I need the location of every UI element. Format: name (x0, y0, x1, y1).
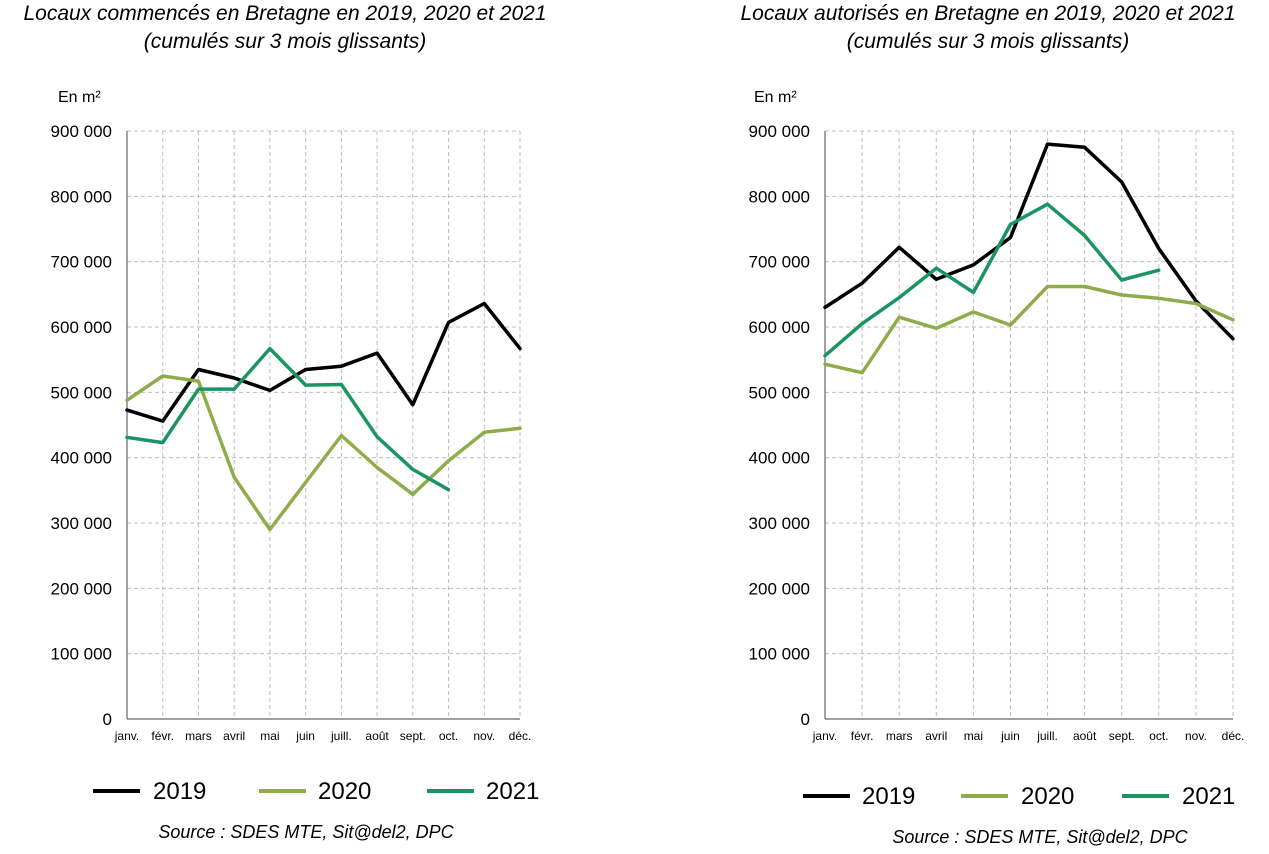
y-tick-label: 800 000 (51, 187, 112, 206)
y-tick-label: 100 000 (51, 645, 112, 664)
x-tick-label: sept. (400, 729, 426, 743)
y-tick-label: 0 (801, 710, 810, 729)
x-tick-label: avril (925, 729, 947, 743)
x-tick-label: mars (886, 729, 913, 743)
gridlines (824, 130, 1234, 720)
y-tick-label: 0 (103, 710, 112, 729)
series-lines (125, 301, 522, 532)
x-tick-label: févr. (851, 729, 874, 743)
x-tick-label: août (1073, 729, 1097, 743)
x-tick-label: mai (260, 729, 279, 743)
y-tick-label: 900 000 (749, 122, 810, 141)
y-tick-label: 600 000 (51, 318, 112, 337)
y-tick-label: 200 000 (749, 579, 810, 598)
y-tick-labels: 0 100 000 200 000 300 000 400 000 500 000 600 … (749, 122, 810, 729)
x-tick-label: oct. (1149, 729, 1168, 743)
y-axis-label: En m² (754, 89, 797, 106)
legend-label-2021: 2021 (486, 778, 539, 805)
x-tick-label: juill. (330, 729, 352, 743)
y-tick-label: 300 000 (749, 514, 810, 533)
x-tick-label: oct. (439, 729, 458, 743)
source-note: Source : SDES MTE, Sit@del2, DPC (892, 827, 1188, 847)
legend-label-2021: 2021 (1182, 783, 1235, 810)
legend: 2019 2020 2021 (93, 778, 539, 805)
y-tick-labels: 0 100 000 200 000 300 000 400 000 500 000 600 … (51, 122, 112, 729)
y-tick-label: 700 000 (51, 253, 112, 272)
legend-label-2019: 2019 (862, 783, 915, 810)
series-line-2019 (823, 142, 1235, 341)
y-tick-label: 500 000 (51, 383, 112, 402)
chart-panel-autorises: Locaux autorisés en Bretagne en 2019, 20… (740, 2, 1244, 847)
y-axis-label: En m² (58, 89, 101, 106)
x-tick-label: mars (185, 729, 212, 743)
y-tick-label: 500 000 (749, 383, 810, 402)
y-tick-label: 300 000 (51, 514, 112, 533)
legend-label-2020: 2020 (1021, 783, 1074, 810)
y-tick-label: 900 000 (51, 122, 112, 141)
legend-label-2020: 2020 (318, 778, 371, 805)
x-tick-label: juin (295, 729, 315, 743)
x-tick-label: mai (964, 729, 983, 743)
chart-panel-commences: Locaux commencés en Bretagne en 2019, 20… (23, 2, 546, 842)
chart-title: Locaux autorisés en Bretagne en 2019, 20… (740, 2, 1235, 25)
series-line-2020 (125, 374, 522, 532)
x-tick-label: sept. (1109, 729, 1135, 743)
y-tick-label: 400 000 (51, 449, 112, 468)
series-line-2021 (125, 346, 451, 492)
source-note: Source : SDES MTE, Sit@del2, DPC (158, 822, 454, 842)
x-tick-label: nov. (1185, 729, 1207, 743)
x-tick-label: févr. (151, 729, 174, 743)
x-tick-label: déc. (509, 729, 532, 743)
series-lines (823, 142, 1235, 375)
x-tick-label: juill. (1036, 729, 1058, 743)
x-tick-label: avril (223, 729, 245, 743)
gridlines (126, 130, 521, 720)
legend-label-2019: 2019 (153, 778, 206, 805)
x-tick-label: déc. (1222, 729, 1245, 743)
y-tick-label: 100 000 (749, 645, 810, 664)
x-tick-label: nov. (473, 729, 495, 743)
x-tick-label: août (365, 729, 389, 743)
x-tick-labels: janv. févr. mars avril mai juin juill. août sept… (114, 729, 532, 743)
legend: 2019 2020 2021 (803, 783, 1235, 810)
x-tick-label: janv. (812, 729, 837, 743)
series-line-2019 (125, 301, 522, 423)
x-tick-label: janv. (114, 729, 139, 743)
y-tick-label: 200 000 (51, 579, 112, 598)
chart-subtitle: (cumulés sur 3 mois glissants) (144, 30, 426, 53)
y-tick-label: 600 000 (749, 318, 810, 337)
series-line-2021 (823, 202, 1161, 358)
x-tick-label: juin (1000, 729, 1020, 743)
x-tick-labels: janv. févr. mars avril mai juin juill. août sept… (812, 729, 1245, 743)
chart-subtitle: (cumulés sur 3 mois glissants) (847, 30, 1129, 53)
y-tick-label: 400 000 (749, 449, 810, 468)
series-line-2020 (823, 284, 1235, 375)
chart-title: Locaux commencés en Bretagne en 2019, 20… (23, 2, 546, 25)
y-tick-label: 800 000 (749, 187, 810, 206)
y-tick-label: 700 000 (749, 253, 810, 272)
